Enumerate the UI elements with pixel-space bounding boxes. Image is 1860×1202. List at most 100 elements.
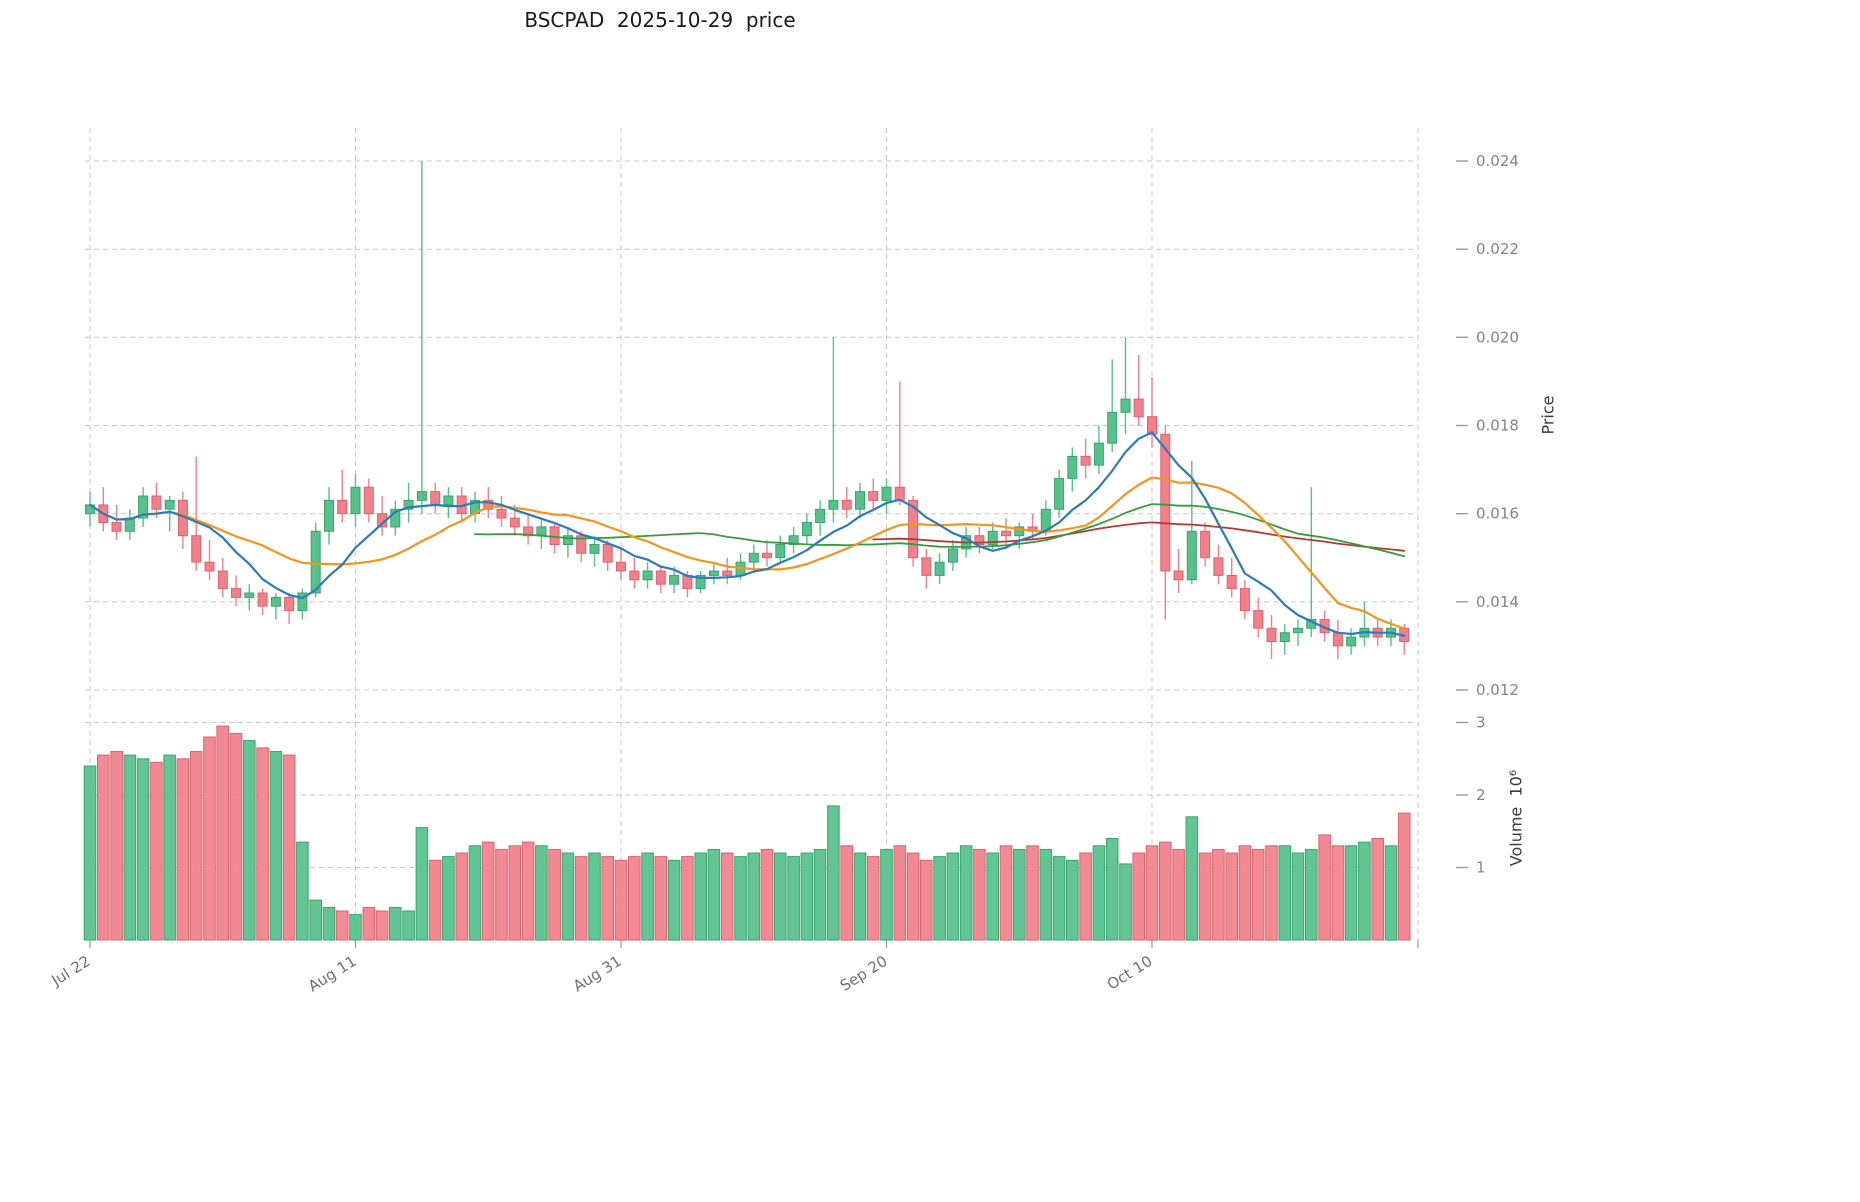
- candle-body: [881, 486, 892, 501]
- volume-bar: [720, 852, 734, 941]
- candle-body: [1293, 627, 1303, 634]
- volume-bar: [535, 845, 548, 941]
- candle-body: [257, 592, 268, 607]
- volume-bar: [1291, 852, 1305, 941]
- candle-body: [204, 561, 215, 572]
- volume-bar: [561, 852, 575, 941]
- volume-bar: [428, 859, 442, 941]
- candle-body: [1133, 398, 1144, 418]
- volume-bar: [495, 848, 508, 941]
- candle-body: [164, 499, 175, 510]
- volume-bar: [906, 852, 920, 941]
- candle-body: [1253, 610, 1264, 629]
- volume-bar: [1185, 816, 1199, 941]
- volume-bar: [1331, 845, 1345, 941]
- candle-body: [629, 570, 640, 581]
- ma-line-ma30: [474, 503, 1406, 558]
- price-axis-label: Price: [1538, 395, 1558, 435]
- volume-bar: [548, 848, 561, 941]
- price-tick-label: 0.020: [1476, 328, 1519, 346]
- candle-body: [231, 588, 241, 598]
- volume-bar: [203, 736, 216, 941]
- volume-bar: [933, 856, 946, 941]
- candle-body: [974, 535, 985, 546]
- candle-body: [1160, 433, 1171, 572]
- price-tick-label: 0.012: [1476, 681, 1519, 699]
- volume-bar: [442, 856, 455, 941]
- volume-bar: [1172, 848, 1185, 941]
- volume-bar: [163, 754, 176, 941]
- candle-body: [616, 561, 626, 572]
- candle-body: [987, 530, 998, 545]
- volume-bar: [1039, 848, 1053, 941]
- volume-bar: [800, 852, 814, 941]
- volume-bar: [521, 841, 535, 941]
- volume-bar: [853, 852, 867, 941]
- volume-bar: [1198, 852, 1212, 941]
- volume-bar: [1026, 845, 1039, 941]
- volume-bar: [827, 805, 840, 941]
- candle-body: [669, 574, 680, 585]
- volume-bar: [110, 751, 123, 941]
- volume-bar: [1145, 845, 1159, 941]
- candle-body: [1173, 570, 1184, 581]
- price-tick-label: 0.016: [1476, 505, 1519, 523]
- volume-bar: [920, 859, 933, 941]
- volume-bar: [1305, 848, 1318, 941]
- candle-body: [111, 522, 122, 532]
- candle-body: [934, 561, 945, 576]
- candle-body: [1001, 530, 1011, 537]
- volume-bar: [588, 852, 601, 941]
- volume-bar: [880, 848, 893, 941]
- candle-body: [1213, 557, 1224, 576]
- price-tick-label: 0.022: [1476, 240, 1519, 258]
- candle-body: [708, 570, 719, 576]
- volume-bar: [1251, 848, 1265, 941]
- volume-bar: [641, 852, 654, 941]
- candle-body: [1014, 526, 1025, 537]
- candle-body: [828, 499, 839, 510]
- candle-body: [284, 596, 295, 612]
- candle-body: [430, 491, 441, 506]
- volume-bar: [866, 856, 880, 941]
- volume-bar: [614, 859, 628, 941]
- price-tick-label: 0.014: [1476, 593, 1519, 611]
- volume-bar: [574, 856, 588, 941]
- volume-bar: [1397, 812, 1411, 941]
- candle-body: [562, 535, 573, 546]
- volume-bar: [1278, 845, 1292, 941]
- volume-bar: [1105, 838, 1119, 941]
- ma-line-ma7: [88, 431, 1406, 637]
- candle-body: [655, 570, 666, 585]
- volume-bar: [282, 754, 296, 941]
- volume-bar: [455, 852, 468, 941]
- candle-body: [496, 508, 507, 519]
- candle-body: [642, 570, 653, 581]
- candle-body: [748, 552, 759, 563]
- candle-body: [1080, 455, 1091, 466]
- volume-bar: [83, 765, 97, 941]
- price-tick-label: 0.018: [1476, 417, 1519, 435]
- candle-body: [310, 530, 321, 594]
- candle-body: [191, 535, 202, 563]
- candle-body: [841, 499, 852, 510]
- volume-bar: [760, 848, 774, 941]
- volume-bar: [136, 758, 150, 941]
- volume-bar: [402, 910, 415, 941]
- volume-bar: [216, 725, 229, 941]
- volume-bar: [946, 852, 960, 941]
- volume-bar: [774, 852, 787, 941]
- volume-bar: [335, 910, 349, 941]
- ma-line-ma60: [872, 521, 1406, 552]
- candle-body: [1147, 416, 1157, 435]
- volume-bar: [986, 852, 1000, 941]
- candle-body: [602, 544, 613, 563]
- candle-body: [801, 522, 812, 537]
- candle-body: [270, 596, 281, 607]
- volume-bar: [973, 848, 986, 941]
- volume-bar: [654, 856, 668, 941]
- volume-bar: [349, 914, 362, 941]
- candle-body: [1226, 574, 1237, 590]
- candle-body: [151, 495, 162, 510]
